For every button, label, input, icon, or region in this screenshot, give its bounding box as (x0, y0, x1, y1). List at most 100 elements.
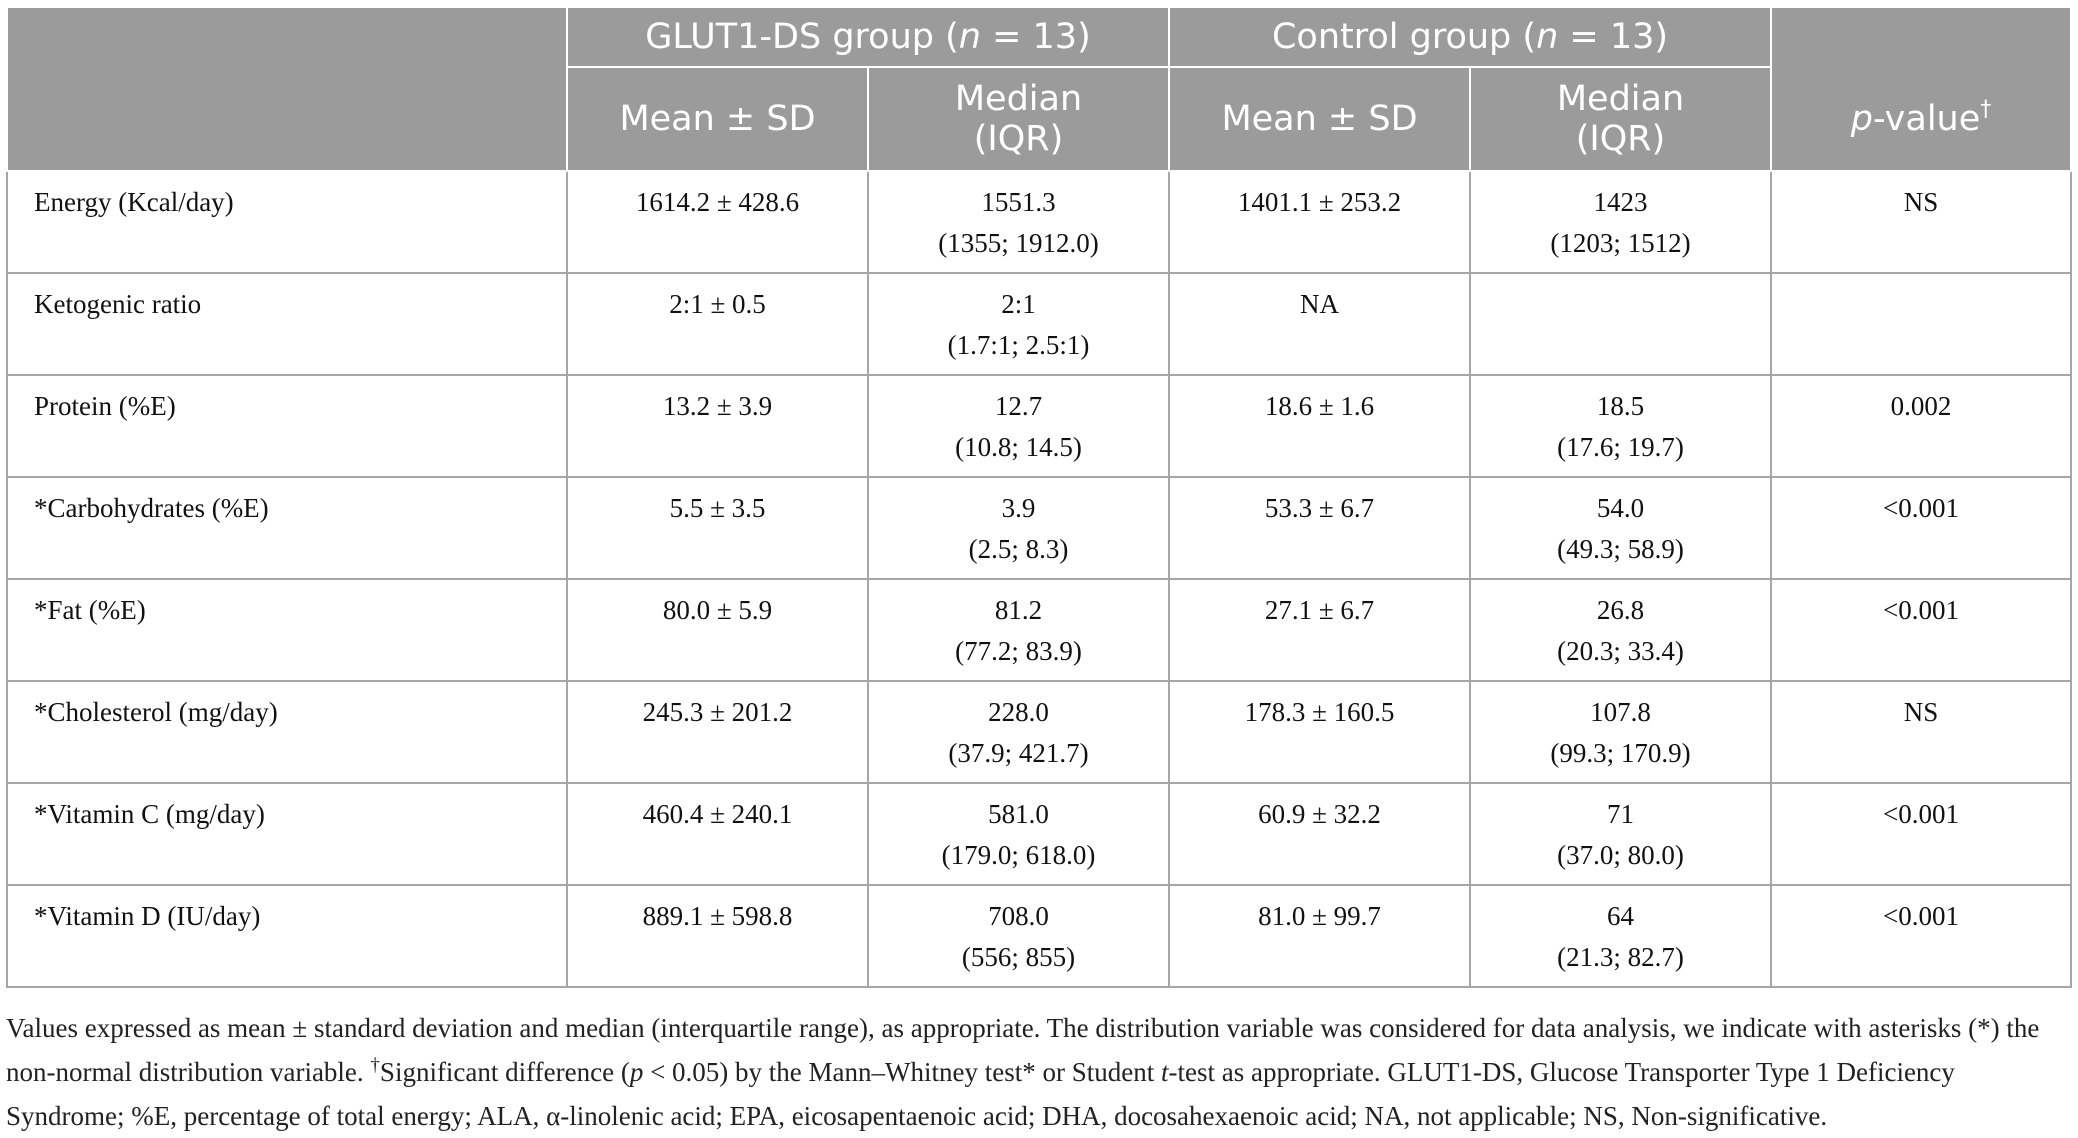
table-row: Energy (Kcal/day) 1614.2 ± 428.6 1551.3 (13… (6, 170, 2073, 274)
control-mean-sd-cell: 18.6 ± 1.6 (1168, 374, 1471, 478)
glut1-mean-sd-cell: 889.1 ± 598.8 (566, 884, 869, 988)
control-mean-sd-cell-text: 27.1 ± 6.7 (1264, 595, 1375, 625)
glut1-mean-sd-cell: 2:1 ± 0.5 (566, 272, 869, 376)
header-blank-cell (6, 6, 568, 67)
control-mean-sd-cell-text: 18.6 ± 1.6 (1264, 391, 1375, 421)
footnote-text-4: -test as appropriate. GLUT1-DS, Glucose … (6, 1057, 1955, 1131)
n-symbol: n (1536, 17, 1559, 57)
control-median-cell-text: (49.3; 58.9) (1557, 534, 1684, 564)
control-median-cell: 1423 (1203; 1512) (1468, 170, 1773, 274)
control-median-cell (1468, 272, 1773, 376)
control-median-cell-text: (17.6; 19.7) (1557, 432, 1684, 462)
table-header: GLUT1-DS group (n = 13) Control group (n… (6, 6, 2073, 172)
glut1-median-cell: 228.0 (37.9; 421.7) (867, 680, 1170, 784)
glut1-median-cell: 1551.3 (1355; 1912.0) (867, 170, 1170, 274)
row-label-text: *Carbohydrates (%E) (34, 493, 269, 523)
pvalue-cell: <0.001 (1770, 884, 2073, 988)
pvalue-cell: <0.001 (1770, 578, 2073, 682)
p-symbol: p (1850, 98, 1873, 139)
glut1-median-cell-text: (1355; 1912.0) (938, 228, 1099, 258)
glut1-median-cell-text: (1.7:1; 2.5:1) (947, 330, 1090, 360)
glut1-median-cell-text: 228.0 (988, 697, 1049, 727)
glut1-median-cell-text: (556; 855) (961, 942, 1076, 972)
row-label: *Cholesterol (mg/day) (6, 680, 568, 784)
glut1-mean-sd-cell: 245.3 ± 201.2 (566, 680, 869, 784)
control-mean-sd-cell-text: 53.3 ± 6.7 (1264, 493, 1375, 523)
glut1-mean-sd-cell: 5.5 ± 3.5 (566, 476, 869, 580)
footnote-t-symbol: t (1160, 1057, 1169, 1087)
median-label: Median (954, 79, 1083, 119)
control-median-cell-text: (21.3; 82.7) (1557, 942, 1684, 972)
pvalue-cell: NS (1770, 170, 2073, 274)
pvalue-cell-text: NS (1903, 187, 1939, 217)
header-control-median: Median (IQR) (1468, 66, 1773, 172)
glut1-mean-sd-cell: 460.4 ± 240.1 (566, 782, 869, 886)
control-median-cell-text: 54.0 (1596, 493, 1645, 523)
n-value: = 13) (1558, 17, 1669, 57)
row-label: Protein (%E) (6, 374, 568, 478)
glut1-mean-sd-cell-text: 2:1 ± 0.5 (669, 289, 766, 319)
glut1-mean-sd-cell-text: 245.3 ± 201.2 (642, 697, 793, 727)
pvalue-label: -value (1872, 98, 1981, 139)
footnote-text-2: Significant difference ( (379, 1057, 630, 1087)
nutrient-intake-table: GLUT1-DS group (n = 13) Control group (n… (6, 6, 2073, 988)
header-pvalue-top (1770, 6, 2073, 67)
row-label: *Vitamin D (IU/day) (6, 884, 568, 988)
row-label-text: Ketogenic ratio (34, 289, 202, 319)
control-mean-sd-cell: 53.3 ± 6.7 (1168, 476, 1471, 580)
table-row: Ketogenic ratio 2:1 ± 0.5 2:1 (1.7:1; 2.5:1… (6, 272, 2073, 376)
median-label: Median (1556, 79, 1685, 119)
control-median-cell-text: 26.8 (1596, 595, 1645, 625)
glut1-median-cell: 3.9 (2.5; 8.3) (867, 476, 1170, 580)
pvalue-cell (1770, 272, 2073, 376)
glut1-median-cell: 581.0 (179.0; 618.0) (867, 782, 1170, 886)
glut1-mean-sd-cell-text: 13.2 ± 3.9 (662, 391, 773, 421)
control-mean-sd-cell: 27.1 ± 6.7 (1168, 578, 1471, 682)
glut1-median-cell-text: 708.0 (988, 901, 1049, 931)
pvalue-cell: 0.002 (1770, 374, 2073, 478)
footnote-p-symbol: p (629, 1057, 644, 1087)
control-mean-sd-cell: 178.3 ± 160.5 (1168, 680, 1471, 784)
n-symbol: n (958, 17, 981, 57)
table-row: *Fat (%E) 80.0 ± 5.9 81.2 (77.2; 83.9) 27.1 … (6, 578, 2073, 682)
header-glut1-mean-sd: Mean ± SD (566, 66, 869, 172)
glut1-median-cell: 12.7 (10.8; 14.5) (867, 374, 1170, 478)
pvalue-cell-text: <0.001 (1883, 799, 1959, 829)
row-label: *Carbohydrates (%E) (6, 476, 568, 580)
glut1-mean-sd-cell-text: 1614.2 ± 428.6 (635, 187, 800, 217)
control-mean-sd-cell: 81.0 ± 99.7 (1168, 884, 1471, 988)
control-median-cell-text: 1423 (1593, 187, 1648, 217)
header-control-group: Control group (n = 13) (1167, 6, 1773, 68)
glut1-median-cell-text: 81.2 (994, 595, 1043, 625)
control-mean-sd-cell-text: 81.0 ± 99.7 (1258, 901, 1381, 931)
header-glut1-median: Median (IQR) (867, 66, 1170, 172)
glut1-group-label: GLUT1-DS group ( (645, 17, 959, 57)
glut1-median-cell: 708.0 (556; 855) (867, 884, 1170, 988)
header-control-mean-sd: Mean ± SD (1168, 66, 1471, 172)
glut1-median-cell-text: 2:1 (1001, 289, 1036, 319)
pvalue-cell-text: NS (1903, 697, 1939, 727)
glut1-median-cell: 81.2 (77.2; 83.9) (867, 578, 1170, 682)
control-median-cell-text: 71 (1607, 799, 1634, 829)
row-label-text: *Fat (%E) (34, 595, 146, 625)
row-label: *Fat (%E) (6, 578, 568, 682)
control-mean-sd-cell: NA (1168, 272, 1471, 376)
pvalue-cell: NS (1770, 680, 2073, 784)
control-median-cell: 64 (21.3; 82.7) (1468, 884, 1773, 988)
pvalue-cell: <0.001 (1770, 476, 2073, 580)
pvalue-cell-text: 0.002 (1890, 391, 1952, 421)
control-mean-sd-cell-text: NA (1300, 289, 1339, 319)
glut1-mean-sd-cell: 13.2 ± 3.9 (566, 374, 869, 478)
glut1-mean-sd-cell-text: 460.4 ± 240.1 (642, 799, 793, 829)
control-median-cell-text: 18.5 (1596, 391, 1645, 421)
row-label-text: Energy (Kcal/day) (34, 187, 234, 217)
glut1-median-cell-text: (10.8; 14.5) (955, 432, 1082, 462)
row-label-text: *Vitamin D (IU/day) (34, 901, 261, 931)
glut1-mean-sd-cell-text: 889.1 ± 598.8 (642, 901, 793, 931)
table-container: GLUT1-DS group (n = 13) Control group (n… (6, 6, 2073, 1138)
row-label-text: *Cholesterol (mg/day) (34, 697, 278, 727)
pvalue-cell-text: <0.001 (1883, 493, 1959, 523)
control-median-cell-text: 64 (1607, 901, 1634, 931)
control-median-cell: 54.0 (49.3; 58.9) (1468, 476, 1773, 580)
control-median-cell-text: (20.3; 33.4) (1557, 636, 1684, 666)
